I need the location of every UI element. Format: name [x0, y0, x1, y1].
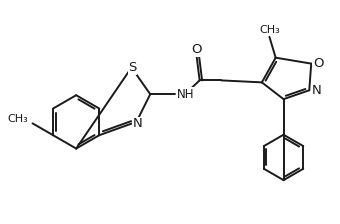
- Text: N: N: [133, 117, 142, 130]
- Text: N: N: [311, 84, 321, 97]
- Text: CH₃: CH₃: [259, 25, 280, 35]
- Text: NH: NH: [177, 88, 194, 101]
- Text: O: O: [313, 57, 323, 70]
- Text: S: S: [128, 61, 137, 74]
- Text: CH₃: CH₃: [8, 114, 29, 124]
- Text: O: O: [191, 43, 202, 56]
